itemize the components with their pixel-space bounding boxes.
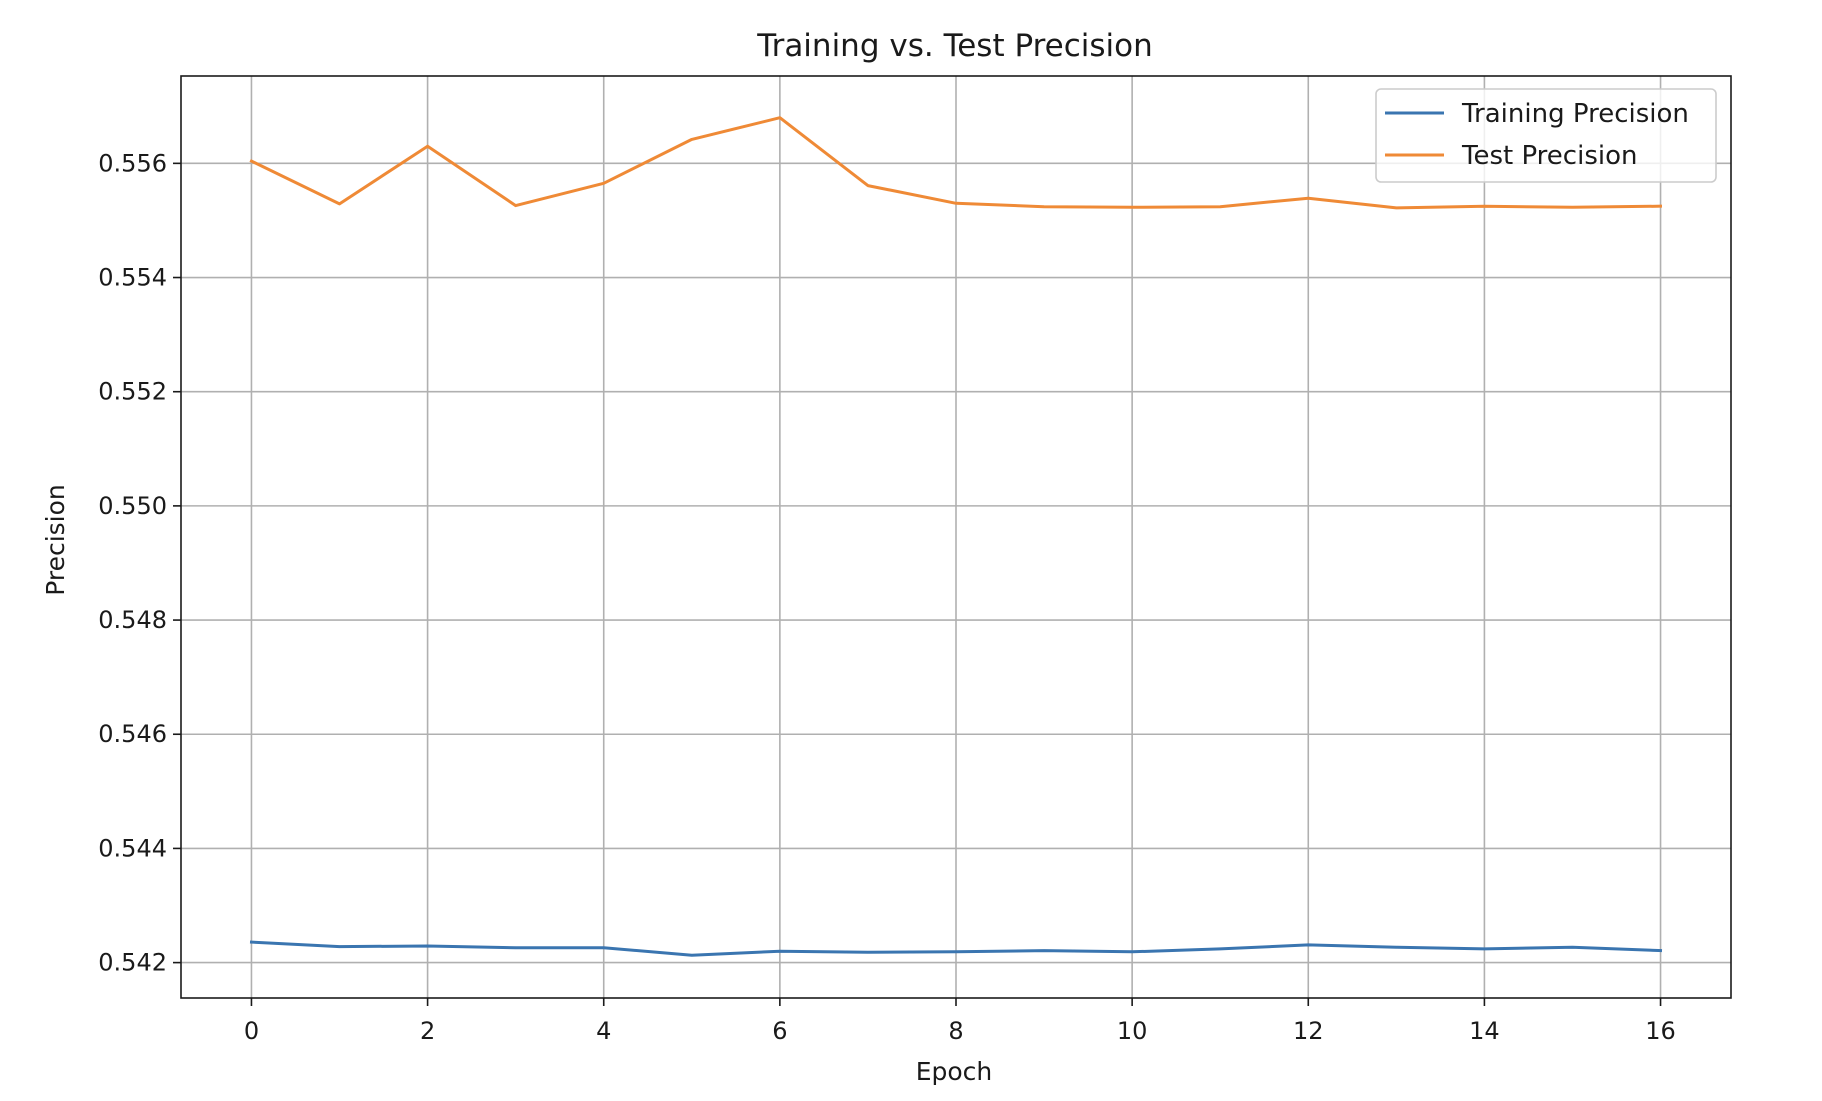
x-tick-label: 6 xyxy=(772,1017,787,1045)
y-tick-label: 0.548 xyxy=(98,606,167,634)
series-layer xyxy=(249,116,1663,957)
x-tick-label: 2 xyxy=(420,1017,435,1045)
y-tick-label: 0.546 xyxy=(98,720,167,748)
legend-label: Test Precision xyxy=(1461,141,1637,171)
x-tick-label: 4 xyxy=(596,1017,611,1045)
legend-box xyxy=(1375,88,1717,183)
y-axis-label: Precision xyxy=(41,484,70,596)
y-tick-label: 0.556 xyxy=(98,149,167,177)
y-tick-label: 0.554 xyxy=(98,264,167,292)
series-line-training xyxy=(249,940,1663,957)
chart-title: Training vs. Test Precision xyxy=(756,28,1153,64)
legend-label: Training Precision xyxy=(1461,99,1689,129)
x-tick-label: 8 xyxy=(948,1017,963,1045)
x-tick-label: 14 xyxy=(1469,1017,1500,1045)
x-tick-label: 16 xyxy=(1645,1017,1676,1045)
series-line-test xyxy=(249,116,1663,210)
y-tick-label: 0.552 xyxy=(98,378,167,406)
grid-layer xyxy=(181,76,1731,998)
x-axis-label: Epoch xyxy=(916,1057,993,1086)
y-tick-label: 0.542 xyxy=(98,949,167,977)
ticks-layer: 0 2 4 6 8 10 12 14 16 0.542 0.544 0.546 0.548 0.550 0.… xyxy=(98,149,1676,1045)
x-tick-label: 0 xyxy=(244,1017,259,1045)
x-tick-label: 12 xyxy=(1293,1017,1324,1045)
y-tick-label: 0.544 xyxy=(98,834,167,862)
legend: Training Precision Test Precision xyxy=(1375,88,1717,183)
x-tick-label: 10 xyxy=(1117,1017,1148,1045)
y-tick-label: 0.550 xyxy=(98,492,167,520)
